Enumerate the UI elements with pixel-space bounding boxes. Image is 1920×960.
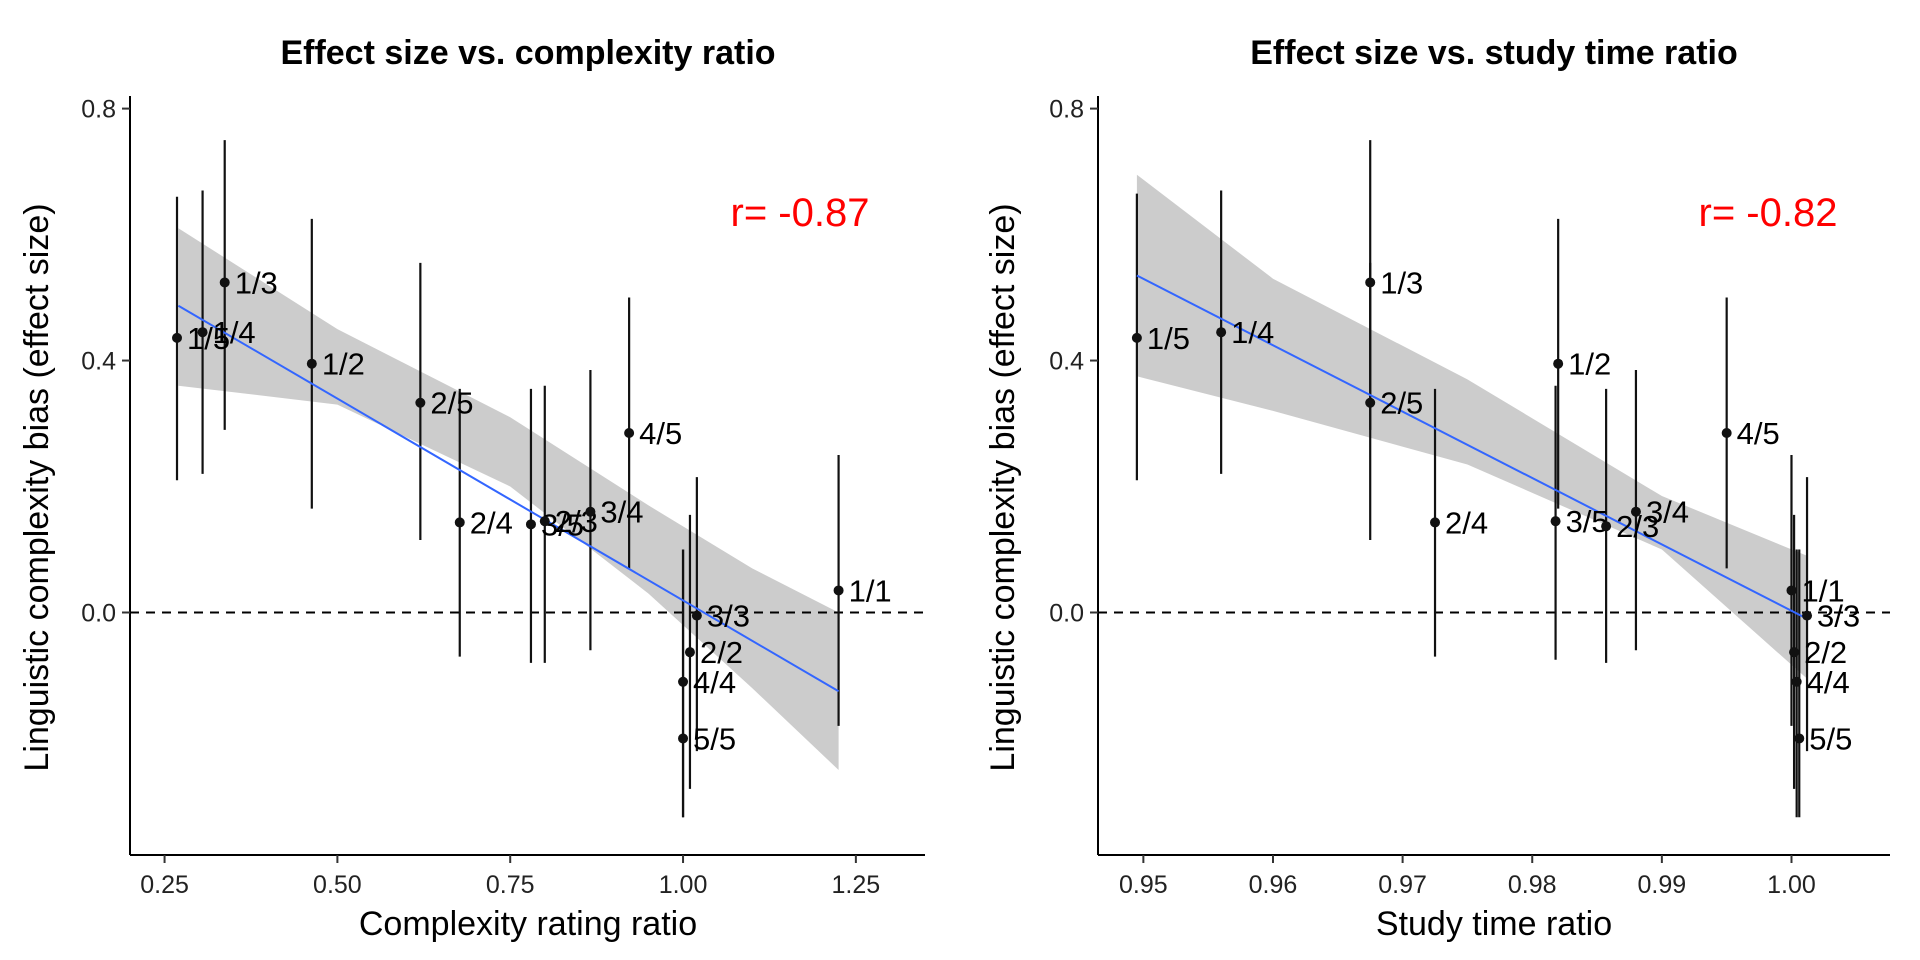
data-point: [172, 332, 183, 343]
point-label: 1/1: [849, 573, 892, 608]
data-point: [1786, 585, 1797, 596]
point-label: 4/5: [639, 416, 682, 451]
x-axis-title: Complexity rating ratio: [359, 905, 697, 943]
point-label: 3/3: [1817, 599, 1860, 634]
correlation-annotation: r= -0.87: [731, 191, 870, 235]
data-point: [1131, 332, 1142, 343]
point-label: 1/4: [213, 315, 256, 350]
data-point: [1550, 516, 1561, 527]
point-label: 3/4: [1646, 495, 1689, 530]
data-point: [684, 647, 695, 658]
y-axis-title: Linguistic complexity bias (effect size): [984, 203, 1022, 771]
y-tick-label: 0.8: [81, 96, 116, 124]
data-point: [539, 516, 550, 527]
x-tick-label: 0.98: [1508, 871, 1557, 899]
x-tick-label: 0.96: [1249, 871, 1298, 899]
point-label: 1/5: [187, 321, 230, 356]
confidence-band: [178, 228, 839, 771]
x-tick-label: 1.00: [1767, 871, 1816, 899]
y-tick-label: 0.0: [81, 599, 116, 627]
point-label: 2/2: [1804, 635, 1847, 670]
data-point: [197, 327, 208, 338]
point-label: 2/4: [1445, 505, 1488, 540]
y-tick-label: 0.0: [1049, 599, 1084, 627]
chart-panel-2: 1/5 1/41/32/52/41/23/5 2/33/44/51/12/24/45…: [984, 34, 1890, 943]
x-tick-label: 0.25: [140, 871, 189, 899]
data-point: [1365, 397, 1376, 408]
point-label: 1/5: [1147, 321, 1190, 356]
point-label: 1/1: [1801, 573, 1844, 608]
point-label: 1/3: [1380, 265, 1423, 300]
point-label: 1/3: [235, 265, 278, 300]
data-point: [1794, 733, 1805, 744]
data-point: [1601, 521, 1612, 532]
point-label: 2/2: [700, 635, 743, 670]
x-tick-label: 1.25: [832, 871, 881, 899]
point-label: 1/4: [1231, 315, 1274, 350]
x-tick-label: 0.50: [313, 871, 362, 899]
point-label: 3/5: [1566, 504, 1609, 539]
data-point: [585, 506, 596, 517]
data-point: [678, 676, 689, 687]
point-label: 5/5: [693, 721, 736, 756]
regression-line: [177, 304, 840, 693]
x-tick-label: 0.97: [1378, 871, 1427, 899]
y-axis-title: Linguistic complexity bias (effect size): [18, 203, 56, 771]
point-label: 2/5: [1380, 386, 1423, 421]
point-label: 2/4: [470, 505, 513, 540]
data-point: [1365, 277, 1376, 288]
x-tick-label: 1.00: [659, 871, 708, 899]
point-label: 4/5: [1737, 416, 1780, 451]
data-point: [1721, 427, 1732, 438]
data-point: [525, 519, 536, 530]
data-point: [1216, 327, 1227, 338]
confidence-band: [1136, 174, 1807, 679]
point-label: 4/4: [693, 665, 736, 700]
y-tick-label: 0.4: [1049, 348, 1084, 376]
data-point: [454, 517, 465, 528]
data-point: [691, 610, 702, 621]
data-point: [624, 427, 635, 438]
data-point: [1430, 517, 1441, 528]
data-point: [833, 585, 844, 596]
y-tick-label: 0.4: [81, 348, 116, 376]
chart-title: Effect size vs. study time ratio: [1250, 34, 1738, 72]
data-point: [1630, 506, 1641, 517]
chart-title: Effect size vs. complexity ratio: [280, 34, 775, 72]
data-point: [1789, 647, 1800, 658]
data-point: [1802, 610, 1813, 621]
x-axis-title: Study time ratio: [1376, 905, 1612, 943]
point-label: 2/5: [430, 386, 473, 421]
data-point: [415, 397, 426, 408]
point-label: 5/5: [1809, 721, 1852, 756]
x-tick-label: 0.95: [1119, 871, 1168, 899]
data-point: [306, 358, 317, 369]
x-tick-label: 0.75: [486, 871, 535, 899]
regression-line: [1136, 274, 1808, 620]
data-point: [219, 277, 230, 288]
point-label: 4/4: [1807, 665, 1850, 700]
correlation-annotation: r= -0.82: [1699, 191, 1838, 235]
chart-panel-1: 1/51/41/31/22/52/4 3/52/3 3/44/54/45/52/23…: [18, 34, 925, 943]
data-point: [1553, 358, 1564, 369]
point-label: 1/2: [1568, 347, 1611, 382]
point-label: 1/2: [322, 347, 365, 382]
y-tick-label: 0.8: [1049, 96, 1084, 124]
point-label: 3/4: [600, 495, 643, 530]
x-tick-label: 0.99: [1638, 871, 1687, 899]
data-point: [678, 733, 689, 744]
point-label: 3/3: [707, 599, 750, 634]
data-point: [1791, 676, 1802, 687]
